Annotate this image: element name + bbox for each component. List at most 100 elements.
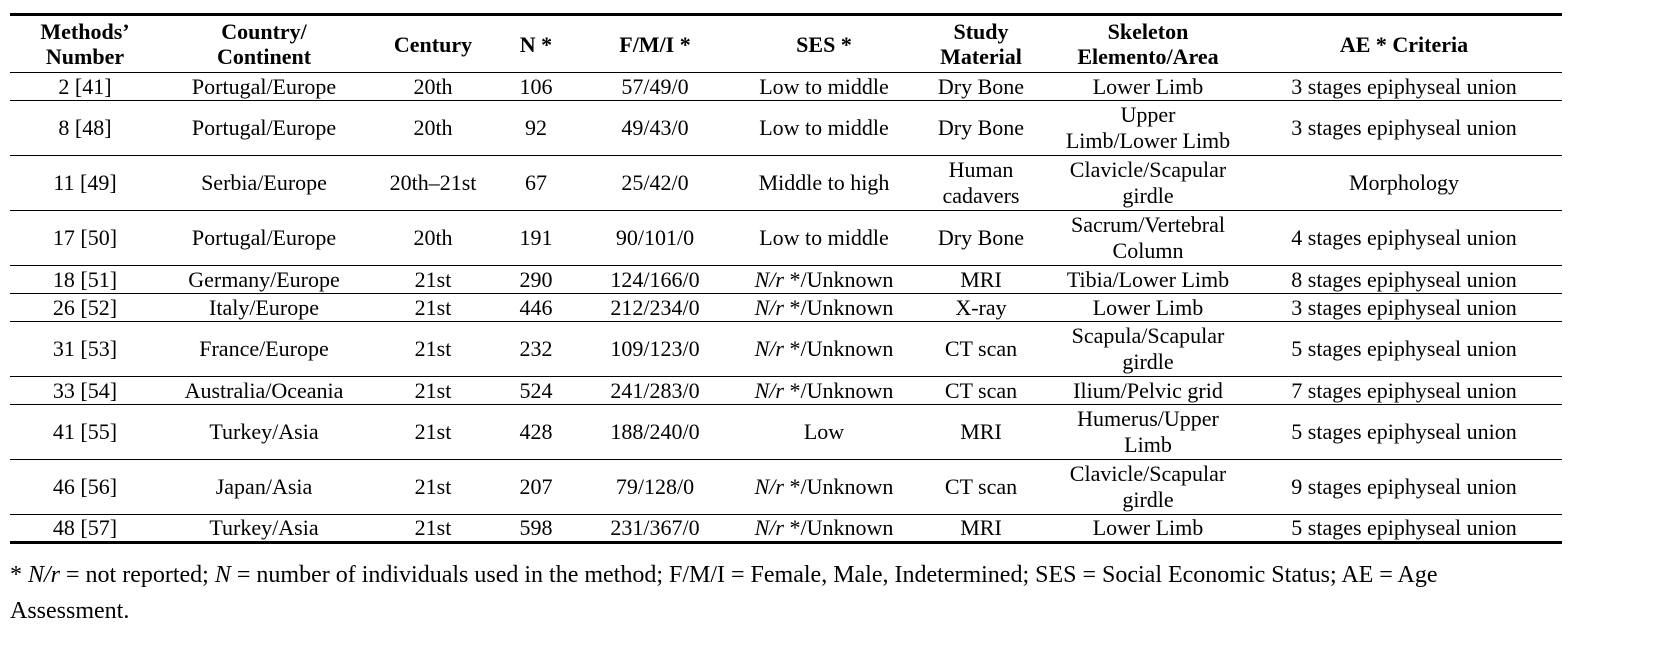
cell-century: 20th — [368, 100, 498, 156]
cell-criteria: 3 stages epiphyseal union — [1246, 100, 1562, 156]
cell-ses: N/r */Unknown — [736, 459, 912, 515]
cell-material-text: MRI — [960, 419, 1002, 444]
cell-ses: N/r */Unknown — [736, 515, 912, 543]
cell-country-text: Turkey/Asia — [209, 515, 319, 540]
cell-n-text: 524 — [519, 377, 553, 403]
table-row: 17 [50] Portugal/Europe 20th 191 90/101/0 Low… — [10, 210, 1562, 266]
cell-fmi: 124/166/0 — [574, 265, 736, 294]
cell-fmi: 212/234/0 — [574, 293, 736, 322]
cell-number-text: 8 [48] — [58, 115, 112, 140]
header-country-continent: Country/Continent — [160, 14, 368, 73]
cell-fmi-text: 90/101/0 — [615, 225, 695, 250]
cell-ses: N/r */Unknown — [736, 265, 912, 294]
cell-country-text: Japan/Asia — [215, 474, 313, 499]
header-label: SES * — [796, 31, 852, 57]
cell-century-text: 21st — [414, 336, 452, 361]
cell-criteria: 5 stages epiphyseal union — [1246, 404, 1562, 460]
cell-century: 20th — [368, 72, 498, 101]
cell-element-text: Limb/Lower Limb — [1065, 128, 1231, 153]
cell-element-text: girdle — [1122, 487, 1174, 512]
cell-number: 18 [51] — [10, 265, 160, 294]
cell-fmi-text: 241/283/0 — [610, 377, 700, 403]
cell-criteria-text: 5 stages epiphyseal union — [1291, 336, 1517, 361]
cell-element-text: girdle — [1122, 183, 1174, 208]
cell-century: 20th — [368, 210, 498, 266]
cell-material: CT scan — [912, 376, 1050, 405]
cell-number-text: 46 [56] — [52, 474, 118, 499]
cell-number: 11 [49] — [10, 155, 160, 211]
ses-abbrev: N/r — [754, 294, 784, 320]
cell-element-text: Clavicle/Scapular — [1069, 461, 1227, 486]
cell-criteria-text: 4 stages epiphyseal union — [1291, 225, 1517, 250]
cell-country-text: Portugal/Europe — [191, 115, 337, 140]
cell-criteria: 3 stages epiphyseal union — [1246, 72, 1562, 101]
footnote-nr-abbrev: N/r — [28, 562, 61, 588]
cell-element-text: girdle — [1122, 349, 1174, 374]
cell-element: Upper Limb/Lower Limb — [1050, 100, 1246, 156]
header-n: N * — [498, 14, 574, 73]
header-label: Century — [393, 31, 473, 57]
cell-ses-text: */Unknown — [783, 294, 894, 320]
cell-century-text: 20th — [413, 115, 453, 140]
cell-n-text: 106 — [519, 73, 553, 99]
cell-ses: Low to middle — [736, 100, 912, 156]
table-row: 8 [48] Portugal/Europe 20th 92 49/43/0 Low to… — [10, 100, 1562, 156]
cell-element-text: Column — [1112, 238, 1184, 263]
header-label: Skeleton — [1107, 19, 1189, 44]
cell-ses-text: */Unknown — [783, 515, 894, 540]
cell-number: 48 [57] — [10, 515, 160, 543]
cell-element: Tibia/Lower Limb — [1050, 265, 1246, 294]
cell-n-text: 232 — [519, 336, 553, 361]
cell-element: Sacrum/Vertebral Column — [1050, 210, 1246, 266]
cell-number-text: 48 [57] — [52, 515, 118, 540]
cell-century: 21st — [368, 376, 498, 405]
header-label: N * — [519, 31, 553, 57]
cell-number-text: 17 [50] — [52, 225, 118, 250]
cell-country: Australia/Oceania — [160, 376, 368, 405]
cell-fmi-text: 25/42/0 — [621, 170, 689, 195]
ses-abbrev: N/r — [754, 377, 784, 403]
cell-element-text: Upper — [1120, 102, 1176, 127]
footnote-text-2: = number of individuals used in the meth… — [10, 562, 1438, 624]
cell-material: Dry Bone — [912, 100, 1050, 156]
cell-number: 8 [48] — [10, 100, 160, 156]
cell-number-text: 18 [51] — [52, 266, 118, 292]
cell-fmi-text: 212/234/0 — [610, 294, 700, 320]
cell-century: 21st — [368, 321, 498, 377]
cell-ses-text: Low — [803, 419, 845, 444]
cell-element-text: Scapula/Scapular — [1071, 323, 1225, 348]
header-label: AE * Criteria — [1339, 31, 1469, 57]
cell-element: Humerus/Upper Limb — [1050, 404, 1246, 460]
cell-fmi: 231/367/0 — [574, 515, 736, 543]
table-body: 2 [41] Portugal/Europe 20th 106 57/49/0 Low t… — [10, 72, 1562, 543]
cell-century: 21st — [368, 404, 498, 460]
cell-element-text: Sacrum/Vertebral — [1071, 212, 1225, 237]
cell-material: MRI — [912, 515, 1050, 543]
cell-material: Dry Bone — [912, 210, 1050, 266]
table-row: 31 [53] France/Europe 21st 232 109/123/0 N/r … — [10, 321, 1562, 377]
cell-ses: Low to middle — [736, 210, 912, 266]
cell-n: 191 — [498, 210, 574, 266]
header-label: Study — [953, 19, 1009, 44]
cell-n-text: 92 — [525, 115, 547, 140]
cell-ses-text: Middle to high — [758, 170, 890, 195]
cell-fmi-text: 231/367/0 — [610, 515, 700, 540]
cell-country: Portugal/Europe — [160, 210, 368, 266]
cell-criteria: 5 stages epiphyseal union — [1246, 321, 1562, 377]
header-study-material: Study Material — [912, 14, 1050, 73]
table-row: 46 [56] Japan/Asia 21st 207 79/128/0 N/r */Un… — [10, 459, 1562, 515]
cell-number: 33 [54] — [10, 376, 160, 405]
cell-material: Dry Bone — [912, 72, 1050, 101]
header-skeleton-element: Skeleton Elemento/Area — [1050, 14, 1246, 73]
cell-number-text: 33 [54] — [52, 377, 118, 403]
cell-fmi-text: 79/128/0 — [615, 474, 695, 499]
cell-material: CT scan — [912, 321, 1050, 377]
cell-n-text: 290 — [519, 266, 553, 292]
cell-century: 21st — [368, 293, 498, 322]
cell-country-text: Australia/Oceania — [184, 377, 344, 403]
header-row: Methods’ Number Country/Continent Century N … — [10, 14, 1562, 73]
cell-country: Japan/Asia — [160, 459, 368, 515]
table-header: Methods’ Number Country/Continent Century N … — [10, 14, 1562, 73]
cell-n-text: 67 — [525, 170, 547, 195]
cell-element-text: Ilium/Pelvic grid — [1073, 377, 1223, 403]
